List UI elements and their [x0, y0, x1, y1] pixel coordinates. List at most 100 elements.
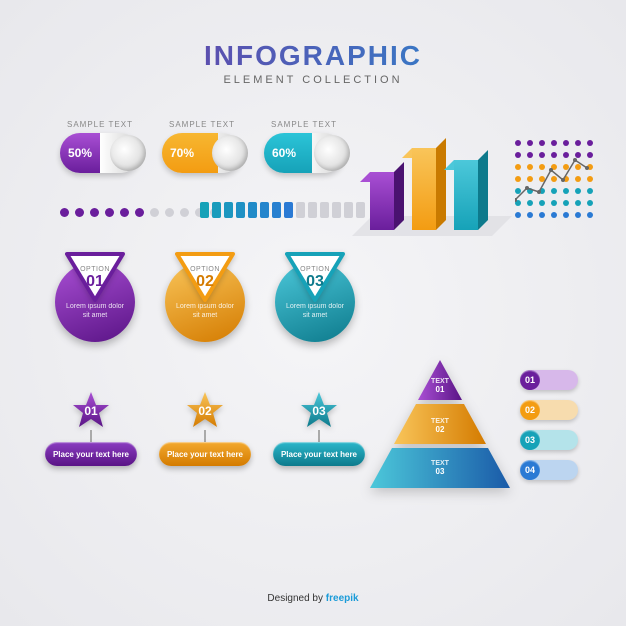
progress-dot — [75, 208, 84, 217]
grid-dot — [563, 188, 569, 194]
grid-dot — [515, 200, 521, 206]
grid-dot — [515, 140, 521, 146]
badge-placeholder: Lorem ipsum dolor sit amet — [165, 302, 245, 320]
grid-dot — [527, 200, 533, 206]
pyramid-layer-label-3: TEXT03 — [370, 458, 510, 476]
grid-dot — [527, 188, 533, 194]
page-subtitle: ELEMENT COLLECTION — [0, 74, 626, 86]
number-pill-3: 03 — [520, 430, 578, 450]
progress-dash — [272, 202, 281, 218]
progress-dot — [150, 208, 159, 217]
progress-dash — [224, 202, 233, 218]
grid-dot — [563, 152, 569, 158]
grid-dot — [563, 176, 569, 182]
bar3d-chart: 50% 70% 60% — [370, 100, 500, 230]
progress-dot — [90, 208, 99, 217]
progress-dot — [60, 208, 69, 217]
option-badge-2: Lorem ipsum dolor sit amet OPTION 02 — [160, 250, 250, 342]
cylinder-percent: 60% — [272, 146, 296, 160]
grid-dot — [575, 200, 581, 206]
number-pill-2: 02 — [520, 400, 578, 420]
footer-prefix: Designed by — [267, 593, 325, 604]
progress-dash — [284, 202, 293, 218]
grid-dot — [575, 152, 581, 158]
badge-number: 03 — [270, 273, 360, 291]
grid-dot — [587, 200, 593, 206]
footer-brand: freepik — [326, 593, 359, 604]
footer-credit: Designed by freepik — [0, 593, 626, 604]
star-number: 01 — [84, 404, 97, 418]
badge-option-label: OPTION — [160, 266, 250, 273]
grid-dot — [539, 164, 545, 170]
star-number: 03 — [312, 404, 325, 418]
number-pill-1: 01 — [520, 370, 578, 390]
grid-dot — [539, 176, 545, 182]
number-pill-circle: 01 — [520, 370, 540, 390]
pyramid-layer-label-2: TEXT02 — [370, 416, 510, 434]
grid-dot — [563, 212, 569, 218]
badge-number: 02 — [160, 273, 250, 291]
cylinder-percent: 70% — [170, 146, 194, 160]
grid-dot — [551, 152, 557, 158]
cylinder-body: 70% — [162, 133, 242, 173]
number-pill-4: 04 — [520, 460, 578, 480]
grid-dot — [587, 140, 593, 146]
grid-dot — [563, 164, 569, 170]
grid-dot — [515, 176, 521, 182]
dash-progress — [200, 202, 365, 218]
dot-grid-chart — [515, 140, 597, 222]
grid-dot — [575, 212, 581, 218]
badge-placeholder: Lorem ipsum dolor sit amet — [275, 302, 355, 320]
star-pill-label: Place your text here — [45, 442, 137, 466]
progress-dot — [180, 208, 189, 217]
progress-dash — [260, 202, 269, 218]
progress-dash — [332, 202, 341, 218]
dot-progress — [60, 208, 219, 217]
grid-dot — [515, 188, 521, 194]
grid-dot — [527, 176, 533, 182]
grid-dot — [515, 212, 521, 218]
progress-dash — [248, 202, 257, 218]
star-pill-1: 01 Place your text here — [45, 390, 137, 466]
grid-dot — [551, 164, 557, 170]
progress-dash — [308, 202, 317, 218]
grid-dot — [527, 212, 533, 218]
progress-dash — [200, 202, 209, 218]
grid-dot — [587, 176, 593, 182]
star-pill-label: Place your text here — [273, 442, 365, 466]
star-pill-label: Place your text here — [159, 442, 251, 466]
page-title: INFOGRAPHIC — [0, 40, 626, 72]
badge-option-label: OPTION — [270, 266, 360, 273]
cylinder-label: SAMPLE TEXT — [67, 120, 133, 129]
option-badge-row: Lorem ipsum dolor sit amet OPTION 01 Lor… — [50, 250, 360, 342]
grid-dot — [587, 152, 593, 158]
title-block: INFOGRAPHIC ELEMENT COLLECTION — [0, 0, 626, 86]
grid-dot — [527, 140, 533, 146]
badge-number: 01 — [50, 273, 140, 291]
badge-option-label: OPTION — [50, 266, 140, 273]
star-pill-3: 03 Place your text here — [273, 390, 365, 466]
progress-dot — [120, 208, 129, 217]
grid-dot — [539, 200, 545, 206]
progress-dot — [105, 208, 114, 217]
grid-dot — [539, 152, 545, 158]
grid-dot — [563, 140, 569, 146]
grid-dot — [563, 200, 569, 206]
progress-dash — [212, 202, 221, 218]
option-badge-1: Lorem ipsum dolor sit amet OPTION 01 — [50, 250, 140, 342]
star-pill-row: 01 Place your text here 02 Place your te… — [45, 390, 365, 466]
cylinder-label: SAMPLE TEXT — [271, 120, 337, 129]
grid-dot — [551, 140, 557, 146]
number-pill-circle: 02 — [520, 400, 540, 420]
option-badge-3: Lorem ipsum dolor sit amet OPTION 03 — [270, 250, 360, 342]
cylinder-3: SAMPLE TEXT 60% — [264, 120, 344, 173]
grid-dot — [575, 140, 581, 146]
grid-dot — [551, 188, 557, 194]
badge-placeholder: Lorem ipsum dolor sit amet — [55, 302, 135, 320]
grid-dot — [587, 188, 593, 194]
progress-dash — [344, 202, 353, 218]
grid-dot — [539, 188, 545, 194]
grid-dot — [551, 212, 557, 218]
cylinder-label: SAMPLE TEXT — [169, 120, 235, 129]
star-pill-2: 02 Place your text here — [159, 390, 251, 466]
